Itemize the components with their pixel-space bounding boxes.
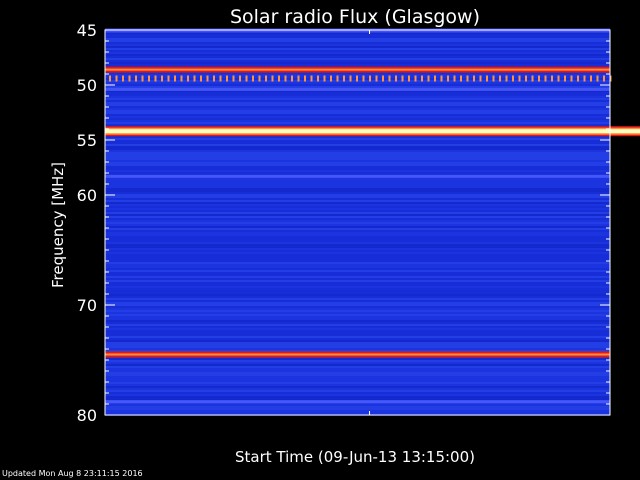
band-78.8 [105, 400, 610, 404]
band-45.05 [105, 28, 610, 33]
band-50.4 [105, 87, 610, 91]
plot-area [105, 28, 640, 416]
plot-frame [104, 29, 611, 416]
chart-title: Solar radio Flux (Glasgow) [230, 6, 480, 28]
y-tick-label-60: 60 [77, 186, 97, 205]
y-tick-label-50: 50 [77, 76, 97, 95]
y-tick-label-80: 80 [77, 406, 97, 425]
y-tick-label-70: 70 [77, 296, 97, 315]
footer-updated: Updated Mon Aug 8 23:11:15 2016 [2, 469, 143, 478]
x-axis-label: Start Time (09-Jun-13 13:15:00) [235, 448, 475, 466]
band-58.3 [105, 174, 610, 178]
y-axis-label: Frequency [MHz] [49, 162, 67, 288]
y-tick-label-55: 55 [77, 131, 97, 150]
axes: 45505560708013:1613:2013:2413:28 [77, 21, 611, 425]
y-tick-label-45: 45 [77, 21, 97, 40]
